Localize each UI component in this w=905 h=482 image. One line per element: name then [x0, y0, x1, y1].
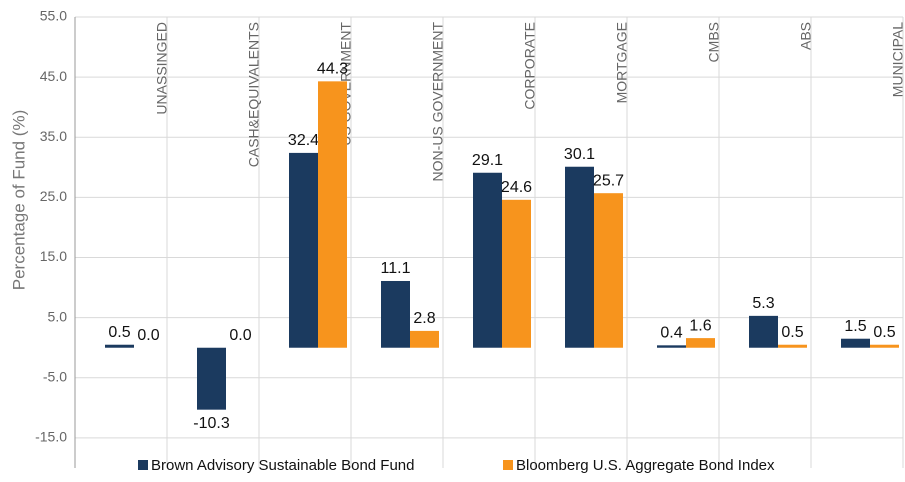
- value-label: 0.5: [873, 324, 895, 341]
- category-label: CMBS: [706, 22, 722, 62]
- bar: [289, 152, 318, 348]
- category-label: CORPORATE: [522, 22, 538, 110]
- bar: [318, 81, 347, 348]
- value-label: 44.3: [317, 61, 348, 78]
- value-label: 5.3: [752, 295, 774, 312]
- y-tick-label: -5.0: [43, 369, 67, 385]
- legend-label: Bloomberg U.S. Aggregate Bond Index: [516, 457, 775, 474]
- category-label: MORTGAGE: [614, 22, 630, 103]
- category-label: MUNICIPAL: [890, 22, 905, 97]
- bar: [657, 345, 686, 348]
- value-label: 0.0: [137, 327, 159, 344]
- bar: [594, 193, 623, 348]
- value-label: 25.7: [593, 172, 624, 189]
- value-label: 1.6: [689, 317, 711, 334]
- y-tick-label: 45.0: [40, 68, 67, 84]
- value-label: 0.5: [108, 324, 130, 341]
- y-tick-label: 55.0: [40, 8, 67, 24]
- bar: [105, 344, 134, 348]
- y-tick-label: -15.0: [35, 429, 67, 445]
- plot-area: UNASSINGED 0.5 0.0 CASH&EQUIVALENTS -10.3 0.0…: [74, 16, 905, 468]
- y-tick-label: 5.0: [48, 308, 68, 324]
- value-label: -10.3: [193, 415, 230, 432]
- y-tick-label: 15.0: [40, 248, 67, 264]
- bar: [870, 344, 899, 348]
- y-tick-label: 25.0: [40, 188, 67, 204]
- legend-swatch: [138, 460, 148, 470]
- value-label: 2.8: [413, 310, 435, 327]
- legend-swatch: [503, 460, 513, 470]
- category-label: ABS: [798, 22, 814, 50]
- y-axis-title: Percentage of Fund (%): [9, 110, 28, 290]
- value-label: 11.1: [381, 260, 411, 277]
- value-label: 24.6: [501, 179, 532, 196]
- value-label: 30.1: [564, 146, 595, 163]
- category-label: NON-US GOVERNMENT: [430, 22, 446, 182]
- bar: [197, 347, 226, 410]
- bar: [381, 280, 410, 348]
- value-label: 0.4: [660, 325, 682, 342]
- bar: [778, 344, 807, 348]
- value-label: 0.5: [781, 324, 803, 341]
- bar: [841, 338, 870, 348]
- bar: [502, 199, 531, 348]
- category-label: CASH&EQUIVALENTS: [246, 22, 262, 167]
- value-label: 1.5: [844, 318, 866, 335]
- bar: [473, 172, 502, 348]
- bar: [565, 166, 594, 348]
- value-label: 29.1: [472, 152, 503, 169]
- bar: [686, 338, 715, 348]
- y-tick-label: 35.0: [40, 128, 67, 144]
- value-label: 32.4: [288, 132, 319, 149]
- value-label: 0.0: [229, 327, 251, 344]
- bar: [410, 330, 439, 348]
- legend-label: Brown Advisory Sustainable Bond Fund: [151, 457, 415, 474]
- bar: [749, 315, 778, 348]
- category-label: UNASSINGED: [154, 22, 170, 115]
